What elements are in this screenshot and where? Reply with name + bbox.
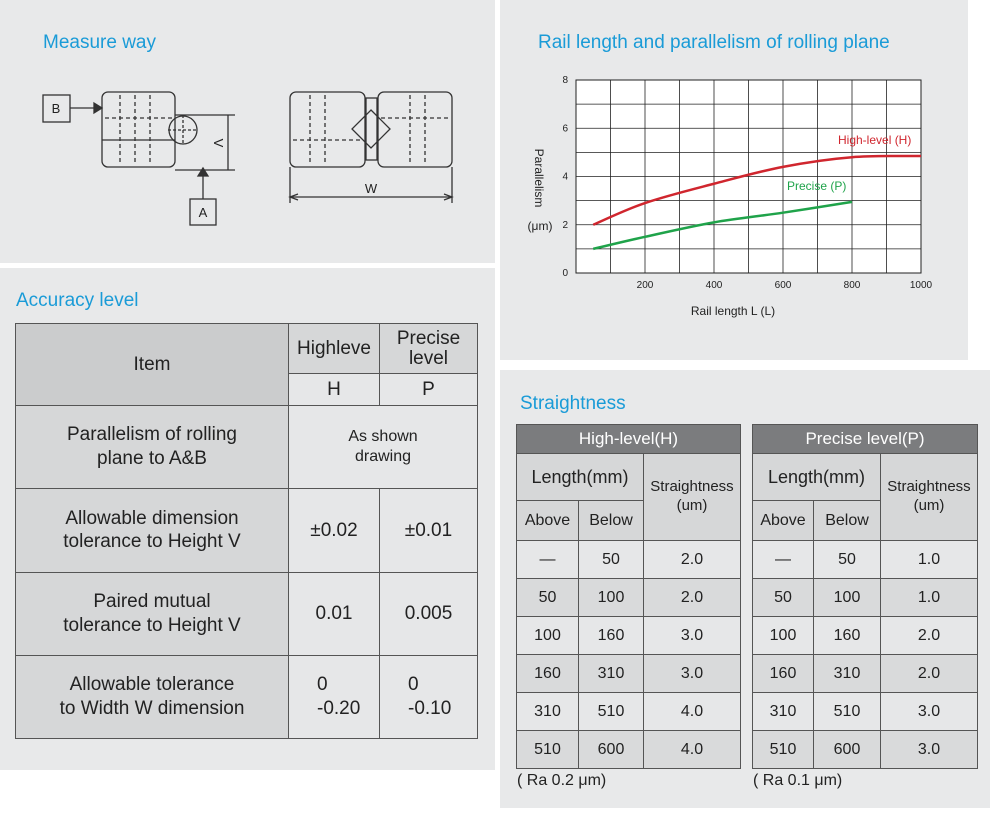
table-cell: — <box>752 540 814 579</box>
table-cell: 50 <box>578 540 644 579</box>
series-label: Precise (P) <box>787 179 846 193</box>
table-cell: 4.0 <box>643 730 741 769</box>
series-line <box>592 154 922 226</box>
x-tick-label: 800 <box>844 280 861 291</box>
table-cell: Straightness (um) <box>643 453 741 541</box>
table-cell: 50 <box>813 540 881 579</box>
table-cell: As shown drawing <box>288 405 478 490</box>
x-tick-label: 200 <box>637 280 654 291</box>
section-title: Accuracy level <box>16 290 139 311</box>
table-cell: 1.0 <box>880 540 978 579</box>
table-cell: Above <box>752 500 814 541</box>
table-cell: 0.01 <box>288 571 380 656</box>
series-label: High-level (H) <box>838 133 911 147</box>
table-cell: 160 <box>813 616 881 655</box>
table-cell: Allowable tolerance to Width W dimension <box>15 654 289 740</box>
title: Measure way <box>43 32 156 53</box>
table-cell: Below <box>578 500 644 541</box>
table-cell: Precise level(P) <box>752 424 978 454</box>
table-cell: 510 <box>578 692 644 731</box>
table-cell: 160 <box>578 616 644 655</box>
x-tick-label: 1000 <box>910 280 933 291</box>
table-cell: Precise level <box>379 323 478 374</box>
table-cell: 2.0 <box>880 616 978 655</box>
table-cell: 2.0 <box>643 540 741 579</box>
x-axis-label: Rail length L (L) <box>691 304 775 318</box>
table-cell: Straightness (um) <box>880 453 978 541</box>
table-cell: 310 <box>752 692 814 731</box>
table-cell: 510 <box>813 692 881 731</box>
table-cell: 600 <box>578 730 644 769</box>
table-cell: P <box>379 373 478 406</box>
table-cell: ±0.02 <box>288 488 380 573</box>
table-cell: Allowable dimension tolerance to Height … <box>15 488 289 573</box>
table-cell: 600 <box>813 730 881 769</box>
y-axis-unit: (μm) <box>528 219 553 233</box>
table-cell: 3.0 <box>880 692 978 731</box>
table-cell: 50 <box>752 578 814 617</box>
table-cell: Highleve <box>288 323 380 374</box>
table-cell: 2.0 <box>880 654 978 693</box>
y-tick-label: 4 <box>562 172 568 183</box>
y-tick-label: 0 <box>562 268 568 279</box>
table-cell: 510 <box>752 730 814 769</box>
table-cell: 100 <box>813 578 881 617</box>
table-cell: 100 <box>516 616 579 655</box>
x-tick-label: 600 <box>775 280 792 291</box>
table-cell: 0.005 <box>379 571 478 656</box>
label: V <box>211 139 226 148</box>
table-cell: Above <box>516 500 579 541</box>
diagram-labels: B A V W <box>52 101 378 220</box>
series-line <box>592 200 853 251</box>
table-cell: Item <box>15 323 289 406</box>
table-cell: 3.0 <box>880 730 978 769</box>
table-cell: ±0.01 <box>379 488 478 573</box>
table-cell: 3.0 <box>643 654 741 693</box>
label: W <box>365 181 378 196</box>
table-cell: 100 <box>752 616 814 655</box>
table-cell: 310 <box>813 654 881 693</box>
table-cell: Paired mutual tolerance to Height V <box>15 571 289 656</box>
table-cell: 0 -0.20 <box>288 654 380 740</box>
table-cell: 100 <box>578 578 644 617</box>
note: ( Ra 0.1 μm) <box>753 772 843 789</box>
table-cell: 160 <box>752 654 814 693</box>
x-tick-label: 400 <box>706 280 723 291</box>
table-cell: — <box>516 540 579 579</box>
table-cell: 310 <box>578 654 644 693</box>
table-cell: 2.0 <box>643 578 741 617</box>
note: ( Ra 0.2 μm) <box>517 772 607 789</box>
chart-title: Rail length and parallelism of rolling p… <box>538 32 890 53</box>
table-cell: 0 -0.10 <box>379 654 478 740</box>
table-cell: 510 <box>516 730 579 769</box>
y-tick-label: 2 <box>562 220 568 231</box>
table-cell: 1.0 <box>880 578 978 617</box>
label: B <box>52 101 61 116</box>
measure-diagram <box>42 91 454 226</box>
panel <box>0 0 495 263</box>
table-cell: 3.0 <box>643 616 741 655</box>
table-cell: Below <box>813 500 881 541</box>
table-cell: High-level(H) <box>516 424 741 454</box>
y-tick-label: 8 <box>562 75 568 86</box>
label: A <box>199 205 208 220</box>
table-cell: Parallelism of rolling plane to A&B <box>15 405 289 490</box>
section-title: Straightness <box>520 393 626 414</box>
table-cell: 4.0 <box>643 692 741 731</box>
y-axis-label: Parallelism <box>532 149 546 208</box>
table-cell: 160 <box>516 654 579 693</box>
y-tick-label: 6 <box>562 123 568 134</box>
table-cell: 50 <box>516 578 579 617</box>
table-cell: Length(mm) <box>752 453 881 501</box>
table-cell: H <box>288 373 380 406</box>
table-cell: Length(mm) <box>516 453 644 501</box>
table-cell: 310 <box>516 692 579 731</box>
